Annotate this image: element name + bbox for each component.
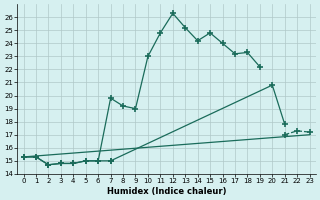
X-axis label: Humidex (Indice chaleur): Humidex (Indice chaleur)	[107, 187, 226, 196]
